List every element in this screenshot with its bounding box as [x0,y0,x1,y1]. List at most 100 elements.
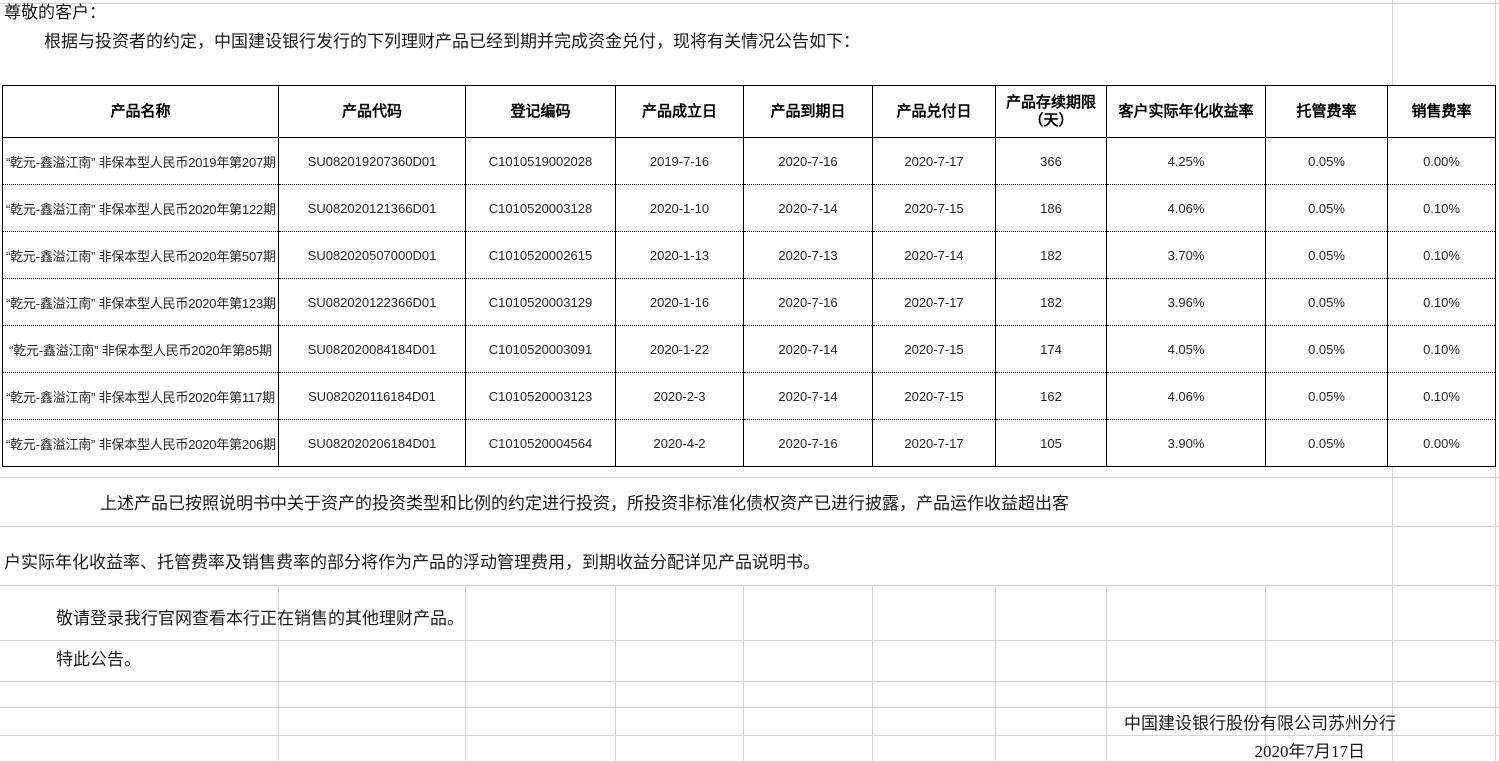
cell-registration: C1010520003091 [465,325,616,373]
cell-registration: C1010520003129 [465,278,616,326]
cell-establish-date: 2019-7-16 [615,137,744,185]
cell-custody-fee: 0.05% [1265,419,1388,467]
col-header-product-name: 产品名称 [2,85,279,138]
cell-product-name: “乾元-鑫溢江南” 非保本型人民币2020年第206期 [2,419,279,467]
cell-duration-days: 186 [995,184,1107,232]
cell-registration: C1010520004564 [465,419,616,467]
cell-product-code: SU082019207360D01 [278,137,466,185]
cell-establish-date: 2020-4-2 [615,419,744,467]
table-row: “乾元-鑫溢江南” 非保本型人民币2020年第122期 SU08202012136… [2,184,1496,232]
cell-payment-date: 2020-7-15 [872,184,996,232]
cell-product-name: “乾元-鑫溢江南” 非保本型人民币2020年第507期 [2,231,279,279]
cell-duration-days: 105 [995,419,1107,467]
table-body: “乾元-鑫溢江南” 非保本型人民币2019年第207期 SU08201920736… [2,137,1496,467]
cell-payment-date: 2020-7-15 [872,325,996,373]
col-header-sales-fee: 销售费率 [1387,85,1496,138]
cell-maturity-date: 2020-7-14 [743,325,873,373]
cell-maturity-date: 2020-7-16 [743,278,873,326]
table-row: “乾元-鑫溢江南” 非保本型人民币2020年第123期 SU08202012236… [2,278,1496,326]
closing-paragraph-line-1: 上述产品已按照说明书中关于资产的投资类型和比例的约定进行投资，所投资非标准化债权… [100,494,1069,513]
cell-custody-fee: 0.05% [1265,278,1388,326]
cell-annual-yield: 4.06% [1106,372,1266,420]
cell-annual-yield: 3.96% [1106,278,1266,326]
cell-sales-fee: 0.10% [1387,231,1496,279]
cell-product-code: SU082020507000D01 [278,231,466,279]
cell-product-code: SU082020084184D01 [278,325,466,373]
product-table-container: 产品名称 产品代码 登记编码 产品成立日 产品到期日 产品兑付日 产品存续期限（… [2,85,1496,467]
cell-product-code: SU082020206184D01 [278,419,466,467]
cell-product-name: “乾元-鑫溢江南” 非保本型人民币2020年第122期 [2,184,279,232]
cell-annual-yield: 3.90% [1106,419,1266,467]
cell-registration: C1010520002615 [465,231,616,279]
col-header-maturity-date: 产品到期日 [743,85,873,138]
closing-paragraph-line-2: 户实际年化收益率、托管费率及销售费率的部分将作为产品的浮动管理费用，到期收益分配… [4,553,820,572]
table-row: “乾元-鑫溢江南” 非保本型人民币2020年第507期 SU08202050700… [2,231,1496,279]
col-header-annual-yield: 客户实际年化收益率 [1106,85,1266,138]
cell-sales-fee: 0.10% [1387,184,1496,232]
cell-establish-date: 2020-1-22 [615,325,744,373]
cell-sales-fee: 0.10% [1387,325,1496,373]
cell-establish-date: 2020-1-10 [615,184,744,232]
cell-registration: C1010520003123 [465,372,616,420]
cell-maturity-date: 2020-7-16 [743,137,873,185]
cell-payment-date: 2020-7-15 [872,372,996,420]
cell-establish-date: 2020-2-3 [615,372,744,420]
col-header-payment-date: 产品兑付日 [872,85,996,138]
cell-maturity-date: 2020-7-14 [743,372,873,420]
cell-payment-date: 2020-7-14 [872,231,996,279]
cell-product-name: “乾元-鑫溢江南” 非保本型人民币2019年第207期 [2,137,279,185]
cell-sales-fee: 0.00% [1387,137,1496,185]
col-header-establish-date: 产品成立日 [615,85,744,138]
cell-sales-fee: 0.10% [1387,372,1496,420]
cell-establish-date: 2020-1-13 [615,231,744,279]
cell-custody-fee: 0.05% [1265,137,1388,185]
cell-annual-yield: 4.05% [1106,325,1266,373]
table-row: “乾元-鑫溢江南” 非保本型人民币2020年第206期 SU08202020618… [2,419,1496,467]
cell-custody-fee: 0.05% [1265,372,1388,420]
signature-organization: 中国建设银行股份有限公司苏州分行 [1124,714,1396,733]
intro-body-text: 根据与投资者的约定，中国建设银行发行的下列理财产品已经到期并完成资金兑付，现将有… [44,32,860,51]
cell-custody-fee: 0.05% [1265,184,1388,232]
cell-product-code: SU082020121366D01 [278,184,466,232]
cell-product-name: “乾元-鑫溢江南” 非保本型人民币2020年第123期 [2,278,279,326]
cell-registration: C1010519002028 [465,137,616,185]
cell-product-name: “乾元-鑫溢江南” 非保本型人民币2020年第85期 [2,325,279,373]
col-header-product-code: 产品代码 [278,85,466,138]
cell-product-name: “乾元-鑫溢江南” 非保本型人民币2020年第117期 [2,372,279,420]
cell-maturity-date: 2020-7-16 [743,419,873,467]
cell-custody-fee: 0.05% [1265,325,1388,373]
cell-duration-days: 162 [995,372,1107,420]
cell-annual-yield: 4.25% [1106,137,1266,185]
cell-custody-fee: 0.05% [1265,231,1388,279]
matured-products-table: 产品名称 产品代码 登记编码 产品成立日 产品到期日 产品兑付日 产品存续期限（… [2,85,1496,467]
cell-annual-yield: 4.06% [1106,184,1266,232]
signature-date: 2020年7月17日 [1254,742,1366,761]
cell-payment-date: 2020-7-17 [872,278,996,326]
col-header-custody-fee: 托管费率 [1265,85,1388,138]
salutation-text: 尊敬的客户： [4,3,106,22]
col-header-duration-days: 产品存续期限（天） [995,85,1107,138]
cell-payment-date: 2020-7-17 [872,137,996,185]
col-header-registration: 登记编码 [465,85,616,138]
cell-duration-days: 182 [995,278,1107,326]
cell-sales-fee: 0.10% [1387,278,1496,326]
table-row: “乾元-鑫溢江南” 非保本型人民币2019年第207期 SU08201920736… [2,137,1496,185]
cell-maturity-date: 2020-7-14 [743,184,873,232]
closing-paragraph-3: 特此公告。 [56,650,141,669]
cell-duration-days: 366 [995,137,1107,185]
table-row: “乾元-鑫溢江南” 非保本型人民币2020年第117期 SU08202011618… [2,372,1496,420]
cell-payment-date: 2020-7-17 [872,419,996,467]
closing-paragraph-2: 敬请登录我行官网查看本行正在销售的其他理财产品。 [56,609,464,628]
cell-duration-days: 174 [995,325,1107,373]
cell-annual-yield: 3.70% [1106,231,1266,279]
cell-product-code: SU082020122366D01 [278,278,466,326]
cell-establish-date: 2020-1-16 [615,278,744,326]
cell-registration: C1010520003128 [465,184,616,232]
table-row: “乾元-鑫溢江南” 非保本型人民币2020年第85期 SU082020084184… [2,325,1496,373]
cell-duration-days: 182 [995,231,1107,279]
cell-sales-fee: 0.00% [1387,419,1496,467]
cell-maturity-date: 2020-7-13 [743,231,873,279]
table-header-row: 产品名称 产品代码 登记编码 产品成立日 产品到期日 产品兑付日 产品存续期限（… [2,85,1496,138]
cell-product-code: SU082020116184D01 [278,372,466,420]
